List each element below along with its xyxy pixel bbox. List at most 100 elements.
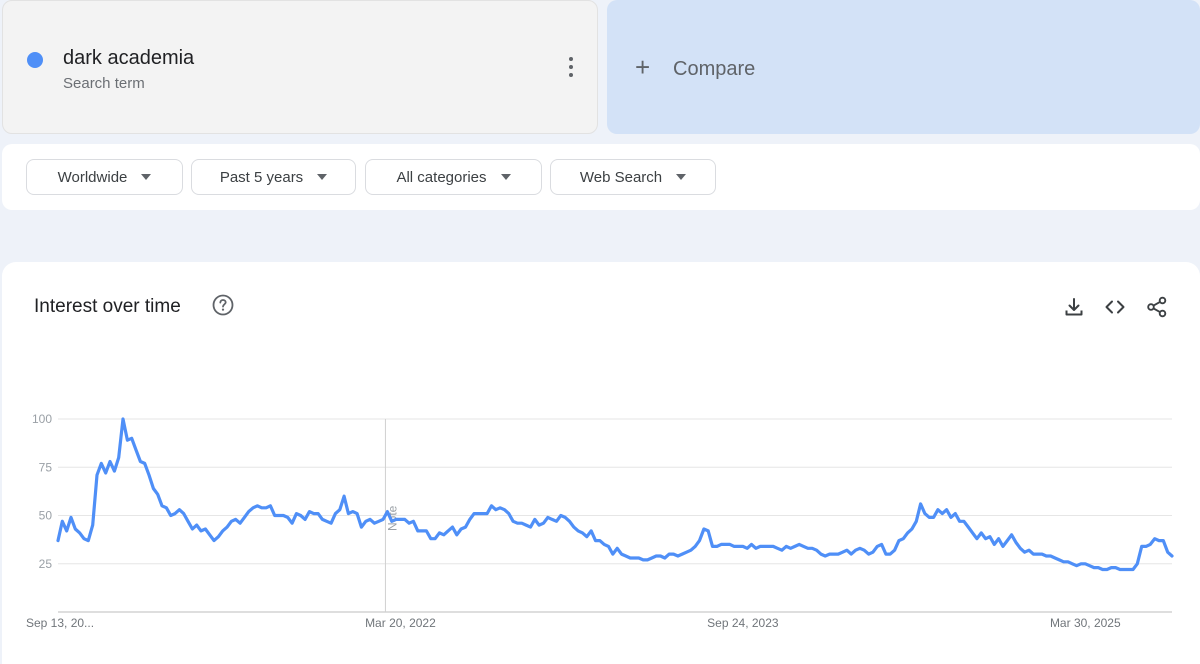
data-point[interactable] <box>78 531 82 535</box>
data-point[interactable] <box>958 519 962 523</box>
data-point[interactable] <box>346 512 350 516</box>
data-point[interactable] <box>754 546 758 550</box>
data-point[interactable] <box>1096 566 1100 570</box>
data-point[interactable] <box>1161 539 1165 543</box>
data-point[interactable] <box>1053 556 1057 560</box>
data-point[interactable] <box>429 537 433 541</box>
data-point[interactable] <box>641 558 645 562</box>
data-point[interactable] <box>945 508 949 512</box>
data-point[interactable] <box>620 552 624 556</box>
data-point[interactable] <box>633 556 637 560</box>
data-point[interactable] <box>732 544 736 548</box>
data-point[interactable] <box>60 519 64 523</box>
data-point[interactable] <box>1057 558 1061 562</box>
data-point[interactable] <box>836 552 840 556</box>
data-point[interactable] <box>802 544 806 548</box>
data-point[interactable] <box>862 548 866 552</box>
data-point[interactable] <box>264 506 268 510</box>
data-point[interactable] <box>598 539 602 543</box>
data-point[interactable] <box>992 542 996 546</box>
data-point[interactable] <box>516 521 520 525</box>
data-point[interactable] <box>1031 552 1035 556</box>
data-point[interactable] <box>901 537 905 541</box>
data-point[interactable] <box>156 492 160 496</box>
data-point[interactable] <box>260 506 264 510</box>
data-point[interactable] <box>1079 562 1083 566</box>
data-point[interactable] <box>147 473 151 477</box>
data-point[interactable] <box>910 527 914 531</box>
data-point[interactable] <box>394 517 398 521</box>
data-point[interactable] <box>121 417 125 421</box>
data-point[interactable] <box>572 525 576 529</box>
data-point[interactable] <box>563 515 567 519</box>
data-point[interactable] <box>1083 562 1087 566</box>
data-point[interactable] <box>1166 550 1170 554</box>
data-point[interactable] <box>255 504 259 508</box>
data-point[interactable] <box>464 525 468 529</box>
data-point[interactable] <box>693 544 697 548</box>
data-point[interactable] <box>477 512 481 516</box>
data-point[interactable] <box>69 515 73 519</box>
data-point[interactable] <box>112 469 116 473</box>
data-point[interactable] <box>988 535 992 539</box>
data-point[interactable] <box>711 544 715 548</box>
data-point[interactable] <box>251 506 255 510</box>
data-point[interactable] <box>698 539 702 543</box>
data-point[interactable] <box>637 556 641 560</box>
data-point[interactable] <box>91 523 95 527</box>
data-point[interactable] <box>888 552 892 556</box>
data-point[interactable] <box>1170 554 1174 558</box>
data-point[interactable] <box>680 552 684 556</box>
data-point[interactable] <box>208 533 212 537</box>
data-point[interactable] <box>511 519 515 523</box>
data-point[interactable] <box>385 510 389 514</box>
data-point[interactable] <box>225 525 229 529</box>
data-point[interactable] <box>767 544 771 548</box>
data-point[interactable] <box>520 521 524 525</box>
data-point[interactable] <box>481 512 485 516</box>
data-point[interactable] <box>750 542 754 546</box>
embed-code-icon[interactable] <box>1104 296 1126 318</box>
data-point[interactable] <box>533 517 537 521</box>
data-point[interactable] <box>99 461 103 465</box>
data-point[interactable] <box>793 544 797 548</box>
data-point[interactable] <box>117 456 121 460</box>
data-point[interactable] <box>1036 552 1040 556</box>
data-point[interactable] <box>854 548 858 552</box>
data-point[interactable] <box>160 504 164 508</box>
data-point[interactable] <box>338 508 342 512</box>
data-point[interactable] <box>472 512 476 516</box>
data-point[interactable] <box>871 550 875 554</box>
data-point[interactable] <box>1157 539 1161 543</box>
share-icon[interactable] <box>1146 296 1168 318</box>
data-point[interactable] <box>880 542 884 546</box>
search-type-filter-dropdown[interactable]: Web Search <box>550 159 716 195</box>
data-point[interactable] <box>351 510 355 514</box>
data-point[interactable] <box>689 548 693 552</box>
data-point[interactable] <box>845 548 849 552</box>
data-point[interactable] <box>342 494 346 498</box>
data-point[interactable] <box>242 515 246 519</box>
data-point[interactable] <box>468 517 472 521</box>
data-point[interactable] <box>823 554 827 558</box>
data-point[interactable] <box>585 535 589 539</box>
data-point[interactable] <box>550 517 554 521</box>
data-point[interactable] <box>984 537 988 541</box>
data-point[interactable] <box>398 517 402 521</box>
data-point[interactable] <box>320 517 324 521</box>
data-point[interactable] <box>1140 544 1144 548</box>
data-point[interactable] <box>333 512 337 516</box>
data-point[interactable] <box>104 471 108 475</box>
data-point[interactable] <box>134 448 138 452</box>
data-point[interactable] <box>1148 542 1152 546</box>
data-point[interactable] <box>615 546 619 550</box>
data-point[interactable] <box>329 521 333 525</box>
data-point[interactable] <box>294 512 298 516</box>
data-point[interactable] <box>728 542 732 546</box>
data-point[interactable] <box>1105 568 1109 572</box>
data-point[interactable] <box>663 556 667 560</box>
data-point[interactable] <box>706 529 710 533</box>
data-point[interactable] <box>685 550 689 554</box>
data-point[interactable] <box>646 558 650 562</box>
data-point[interactable] <box>169 514 173 518</box>
